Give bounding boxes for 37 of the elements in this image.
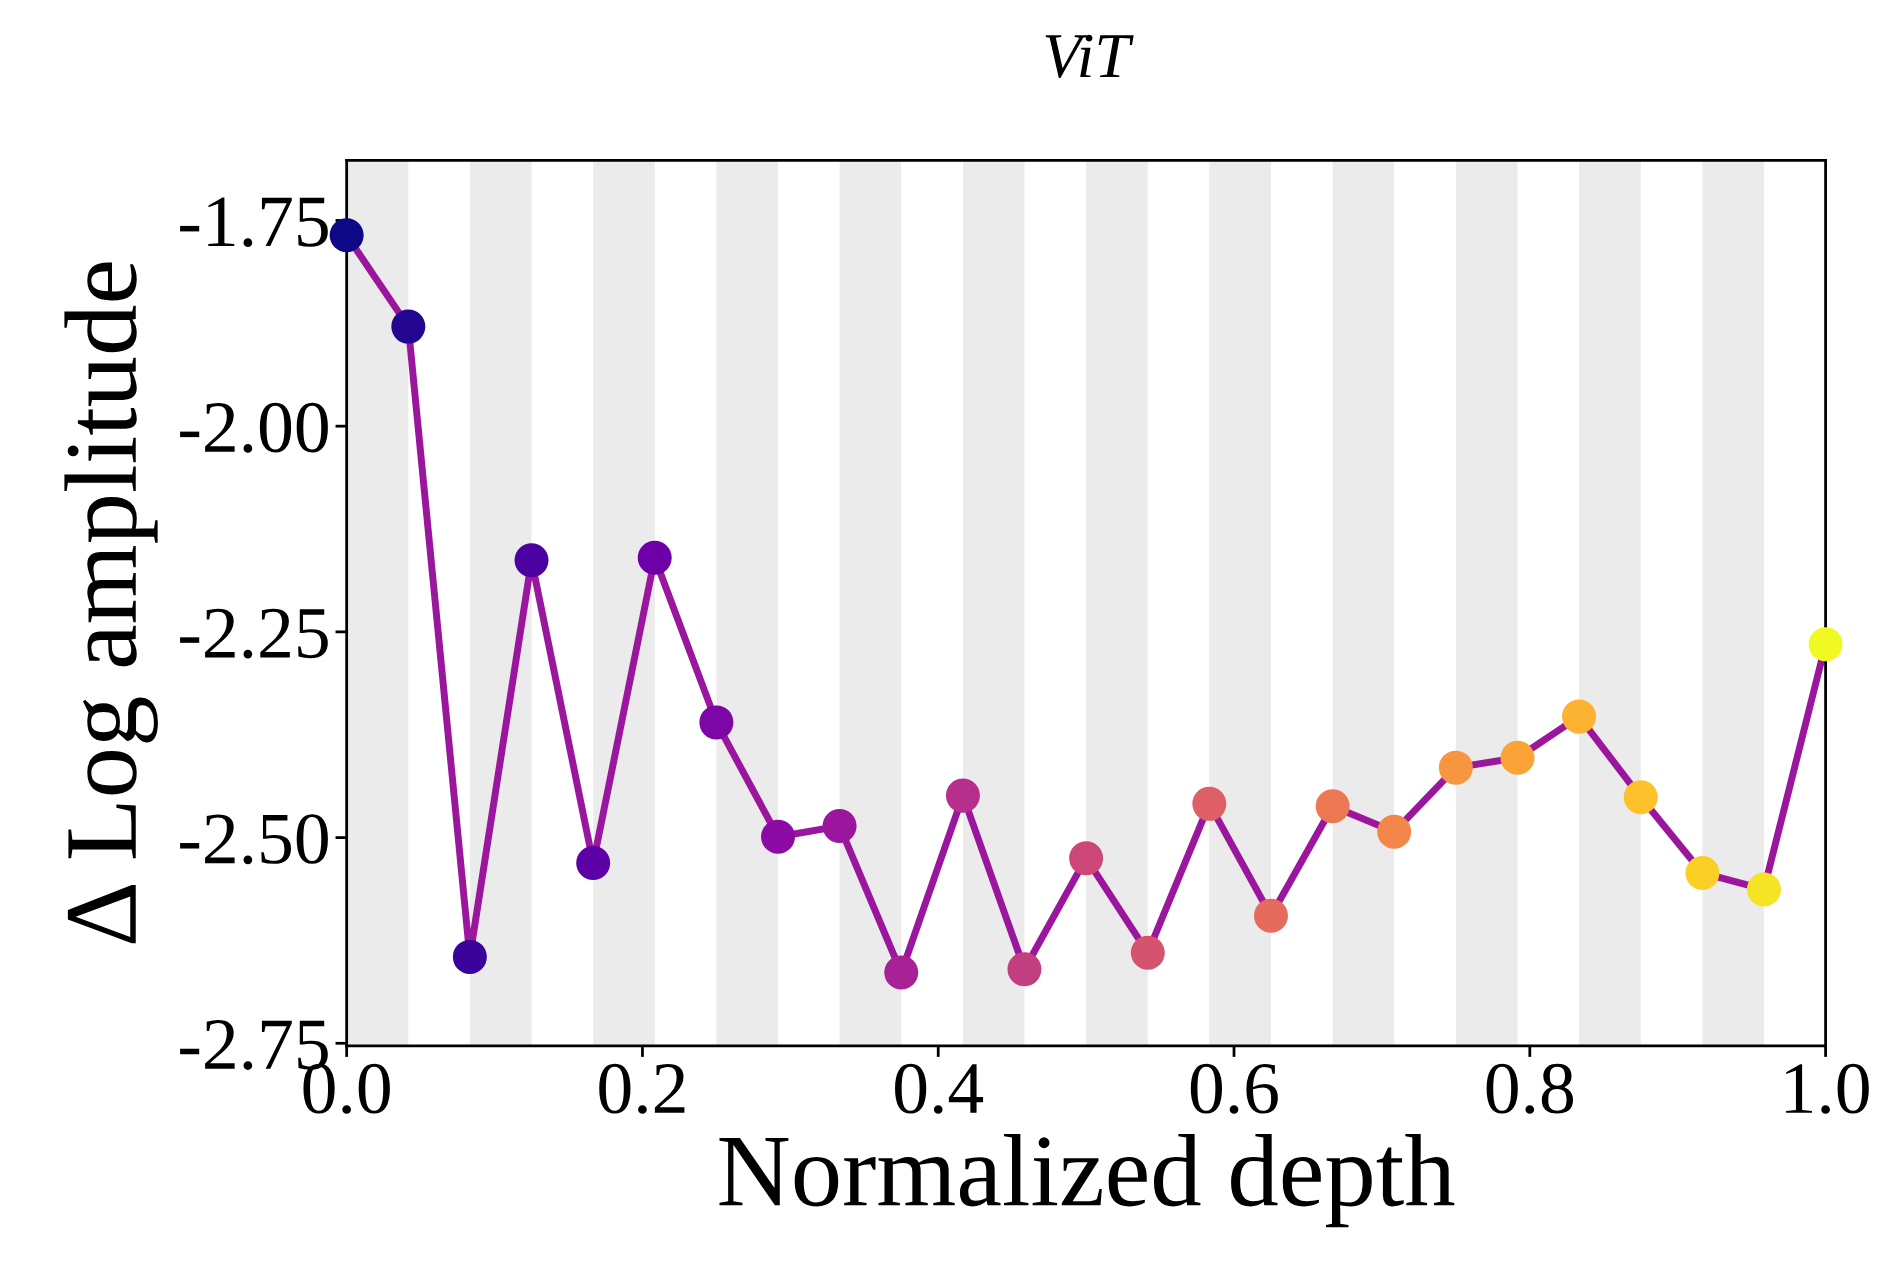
point xyxy=(1623,780,1658,815)
point xyxy=(822,809,857,844)
point xyxy=(1007,952,1042,987)
y-axis-title: Δ Log amplitude xyxy=(64,262,158,944)
point xyxy=(1438,750,1473,785)
y-tick-label: -2.50 xyxy=(180,814,328,865)
x-tick-label: 0.6 xyxy=(1190,1063,1278,1114)
point xyxy=(1746,872,1781,907)
point xyxy=(637,540,672,575)
point xyxy=(514,543,549,578)
point xyxy=(1377,814,1412,849)
y-tick-label: -2.25 xyxy=(180,608,328,659)
point xyxy=(1562,699,1597,734)
x-tick-label: 0.2 xyxy=(599,1063,685,1114)
point xyxy=(1808,627,1843,662)
point xyxy=(1500,740,1535,775)
x-tick-label: 0.8 xyxy=(1486,1063,1574,1114)
point xyxy=(699,705,734,740)
point xyxy=(452,939,487,974)
point xyxy=(1315,789,1350,824)
x-tick-label: 0.4 xyxy=(895,1063,984,1114)
y-tick-label: -2.00 xyxy=(180,402,328,453)
point xyxy=(1685,855,1720,890)
y-tick-label: -1.75 xyxy=(180,197,328,248)
point xyxy=(1253,898,1288,933)
chart-title: ViT xyxy=(1045,34,1134,79)
point xyxy=(761,819,796,854)
point xyxy=(391,309,426,344)
point xyxy=(884,955,919,990)
point xyxy=(1069,841,1104,876)
x-axis-title: Normalized depth xyxy=(719,1134,1455,1228)
point xyxy=(945,778,980,813)
point xyxy=(329,218,364,253)
x-tick-label: 1.0 xyxy=(1786,1063,1869,1114)
point xyxy=(1130,935,1165,970)
point xyxy=(1192,786,1227,821)
point xyxy=(576,846,611,881)
